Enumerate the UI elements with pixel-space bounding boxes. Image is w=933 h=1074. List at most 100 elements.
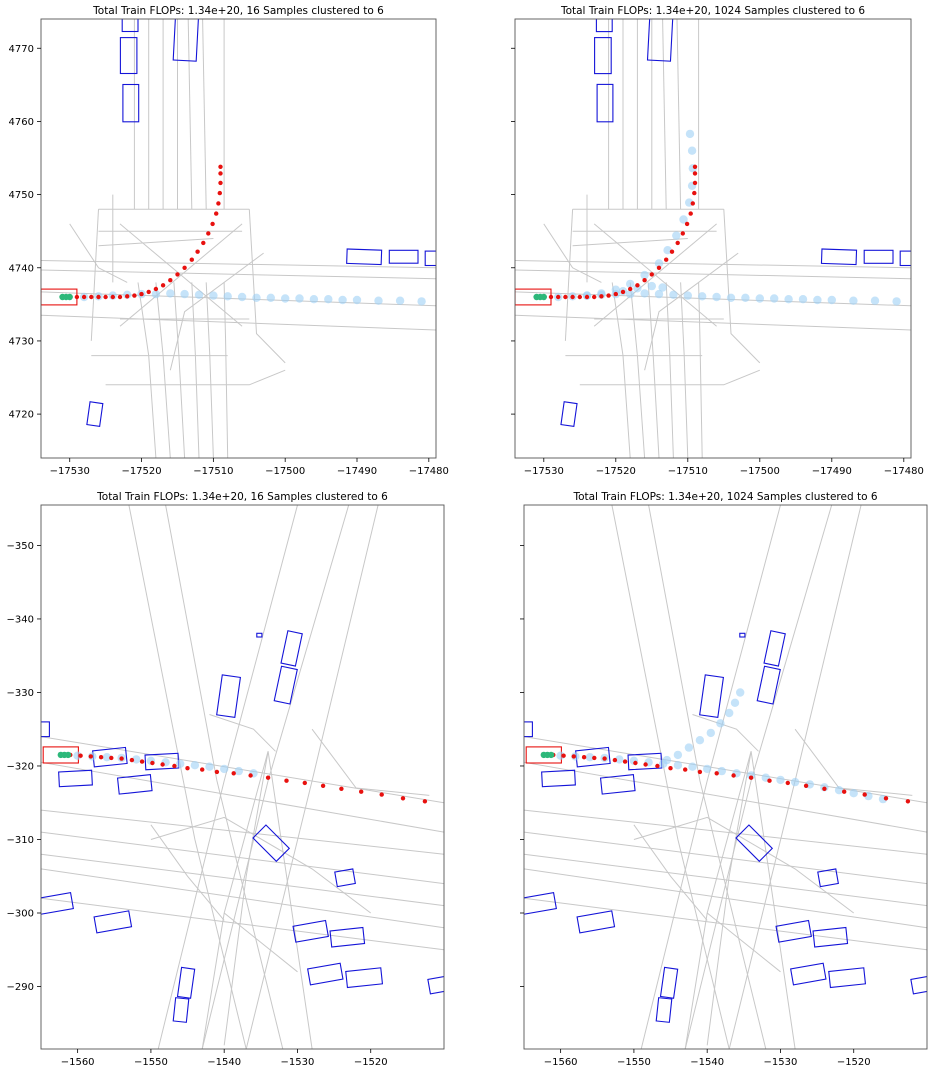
prediction-point — [103, 294, 108, 300]
prediction-point — [561, 753, 566, 758]
prediction-point — [656, 265, 662, 270]
prediction-point — [655, 763, 660, 769]
sample-point — [151, 289, 161, 299]
sample-point — [205, 762, 214, 771]
prediction-point — [231, 771, 236, 776]
lane-line — [248, 209, 286, 364]
prediction-point — [153, 286, 159, 292]
lane-line — [202, 19, 207, 210]
plot-area — [524, 505, 927, 1049]
sample-point — [741, 293, 750, 302]
prediction-point — [692, 164, 698, 169]
sample-point — [654, 289, 664, 299]
sample-point — [673, 750, 683, 760]
agent-box — [739, 632, 746, 638]
agent-box — [86, 401, 104, 427]
sample-point — [683, 291, 692, 300]
prediction-point — [635, 283, 640, 288]
x-tick-label: −17500 — [740, 466, 780, 477]
prediction-point — [563, 294, 568, 300]
agent-box — [735, 824, 774, 863]
prediction-point — [643, 762, 648, 767]
agent-box — [756, 665, 781, 705]
history-point — [547, 751, 555, 759]
prediction-point — [125, 294, 130, 299]
lane-line — [706, 751, 752, 1046]
history-point — [540, 293, 547, 301]
lane-line — [698, 282, 703, 458]
prediction-point — [98, 755, 104, 760]
lane-line — [41, 868, 444, 929]
lane-line — [644, 252, 739, 371]
agent-box — [346, 248, 383, 266]
lane-line — [245, 505, 379, 1049]
prediction-point — [206, 231, 211, 236]
sample-point — [730, 698, 740, 707]
sample-point — [827, 295, 836, 305]
x-tick-label: −17490 — [812, 466, 852, 477]
prediction-point — [78, 753, 83, 758]
prediction-point — [690, 201, 695, 206]
lane-line — [665, 282, 674, 458]
x-tick-label: −1530 — [764, 1057, 798, 1068]
prediction-point — [195, 249, 200, 254]
prediction-point — [599, 294, 604, 299]
sample-point — [870, 296, 880, 305]
x-tick-label: −1530 — [281, 1057, 315, 1068]
prediction-point — [182, 265, 187, 270]
prediction-point — [683, 767, 688, 772]
sample-point — [309, 295, 319, 304]
agent-box — [576, 910, 616, 934]
sample-point — [726, 293, 736, 302]
lane-line — [706, 912, 781, 973]
lane-line — [640, 505, 781, 1049]
x-tick-label: −1560 — [544, 1057, 578, 1068]
prediction-point — [210, 221, 215, 227]
map-panel-3: Total Train FLOPs: 1.34e+20, 16 Samples … — [7, 491, 445, 1068]
agent-box — [345, 967, 384, 989]
agent-box — [659, 966, 679, 999]
history-point — [64, 751, 72, 759]
history-point — [66, 293, 73, 301]
agent-box — [699, 674, 725, 718]
agent-box — [252, 824, 291, 863]
sample-point — [755, 294, 764, 303]
agent-box — [176, 966, 196, 999]
map-panel-2: Total Train FLOPs: 1.34e+20, 1024 Sample… — [511, 5, 924, 477]
x-tick-label: −1540 — [207, 1057, 241, 1068]
sample-point — [585, 753, 595, 762]
prediction-point — [110, 294, 116, 300]
y-tick-label: −290 — [7, 982, 34, 993]
lane-line — [98, 238, 214, 247]
prediction-point — [96, 294, 101, 300]
sample-point — [672, 231, 681, 240]
agent-box — [775, 919, 812, 943]
agent-box — [424, 250, 436, 267]
x-tick-label: −1520 — [354, 1057, 388, 1068]
sample-point — [252, 293, 261, 302]
agent-box — [41, 892, 74, 915]
sample-point — [798, 295, 808, 304]
lane-line — [41, 260, 436, 269]
x-tick-label: −1520 — [837, 1057, 871, 1068]
lane-line — [41, 269, 436, 280]
sample-point — [374, 296, 383, 305]
lane-line — [41, 853, 444, 907]
lane-line — [633, 816, 855, 914]
agent-box — [273, 665, 298, 705]
agent-box — [256, 632, 263, 638]
y-tick-label: −300 — [7, 909, 34, 920]
sample-point — [102, 753, 112, 762]
sample-point — [679, 215, 688, 224]
sample-point — [633, 284, 642, 293]
prediction-point — [265, 775, 271, 780]
prediction-point — [214, 211, 219, 216]
prediction-point — [714, 771, 719, 776]
chart-title: Total Train FLOPs: 1.34e+20, 1024 Sample… — [572, 491, 877, 503]
prediction-point — [822, 786, 827, 791]
sample-point — [849, 789, 858, 798]
lane-line — [169, 252, 264, 371]
agent-box — [524, 721, 533, 738]
prediction-point — [612, 757, 618, 763]
